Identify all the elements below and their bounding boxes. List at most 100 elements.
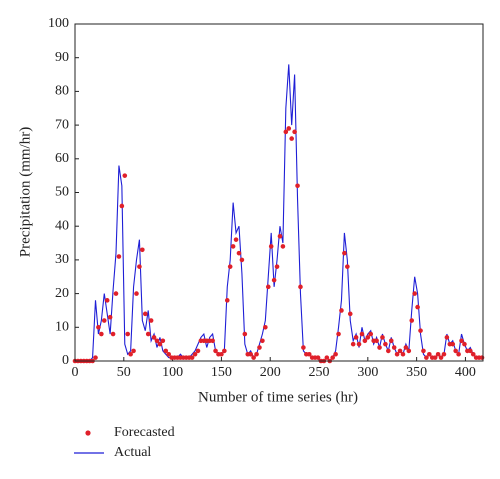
forecast-point	[280, 244, 286, 249]
forecast-point	[424, 355, 429, 360]
forecast-point	[257, 345, 262, 350]
forecast-point	[227, 264, 233, 269]
forecast-point	[263, 325, 268, 330]
x-tick-label: 250	[309, 365, 330, 380]
y-axis-title: Precipitation (mm/hr)	[17, 127, 33, 257]
forecast-point	[400, 351, 406, 357]
forecast-point	[148, 318, 154, 323]
forecast-point	[391, 345, 397, 350]
forecast-point	[248, 351, 253, 357]
forecast-point	[254, 351, 259, 357]
forecast-point	[347, 311, 353, 317]
y-tick-label: 60	[55, 151, 69, 166]
forecast-point	[383, 341, 388, 347]
forecast-point	[260, 338, 265, 344]
forecast-point	[453, 348, 458, 354]
forecast-point	[116, 254, 122, 259]
forecast-point	[462, 341, 467, 347]
forecast-point	[386, 348, 391, 354]
forecast-point	[140, 247, 145, 253]
x-tick-label: 50	[117, 365, 131, 380]
plot-frame	[74, 23, 484, 362]
forecast-point	[101, 318, 107, 323]
forecast-point	[268, 244, 274, 249]
forecast-point	[289, 136, 294, 141]
y-tick-label: 70	[55, 117, 69, 132]
forecast-point	[163, 348, 169, 354]
forecast-point	[119, 203, 125, 209]
forecast-point	[298, 284, 303, 290]
x-tick-label: 100	[162, 365, 183, 380]
forecast-point	[368, 331, 374, 337]
forecast-point	[242, 331, 248, 337]
y-tick-label: 30	[55, 252, 69, 267]
x-tick-label: 400	[455, 365, 476, 380]
forecast-point	[292, 129, 297, 135]
forecast-point	[145, 331, 151, 337]
forecast-point	[224, 298, 230, 303]
forecast-point	[350, 341, 356, 347]
forecast-point	[353, 335, 359, 340]
forecast-point	[160, 338, 166, 344]
forecast-point	[295, 183, 300, 189]
forecast-point	[421, 348, 426, 354]
forecast-point	[333, 351, 338, 357]
forecast-point	[96, 325, 101, 330]
forecast-point	[359, 331, 365, 337]
legend-label: Forecasted	[114, 425, 175, 440]
forecast-point	[362, 338, 368, 344]
y-tick-label: 20	[55, 286, 69, 301]
y-tick-label: 100	[48, 16, 69, 31]
forecast-point	[306, 351, 312, 357]
forecast-point	[236, 250, 242, 256]
forecast-point	[122, 173, 128, 178]
forecast-point	[157, 341, 163, 347]
forecast-point	[444, 335, 450, 340]
x-axis-title: Number of time series (hr)	[198, 389, 358, 405]
x-tick-label: 350	[406, 365, 427, 380]
forecast-point	[286, 126, 292, 131]
forecast-point	[104, 298, 110, 303]
legend-label: Actual	[114, 445, 151, 460]
y-tick-label: 10	[55, 320, 69, 335]
forecast-point	[239, 257, 245, 263]
forecast-point	[166, 351, 172, 357]
forecast-point	[113, 291, 119, 296]
y-tick-label: 90	[55, 50, 69, 65]
forecast-point	[412, 291, 417, 296]
x-tick-label: 200	[260, 365, 281, 380]
y-tick-label: 0	[62, 353, 69, 368]
forecast-point	[479, 355, 485, 360]
forecast-point	[374, 338, 379, 344]
forecast-point	[427, 351, 432, 357]
forecast-point	[128, 351, 133, 357]
actual-line	[75, 64, 483, 362]
forecast-point	[192, 351, 198, 357]
forecast-point	[301, 345, 306, 350]
forecast-point	[418, 328, 423, 333]
forecast-point	[189, 355, 195, 360]
forecast-point	[154, 338, 160, 344]
forecast-point	[470, 351, 476, 357]
forecast-point	[233, 237, 239, 242]
forecast-point	[142, 311, 148, 317]
forecast-point	[330, 355, 335, 360]
x-tick-label: 300	[357, 365, 378, 380]
forecast-point	[137, 264, 142, 269]
forecast-point	[274, 264, 280, 269]
forecast-point	[345, 264, 350, 269]
forecast-point	[356, 341, 362, 347]
legend-marker	[85, 430, 91, 436]
y-tick-label: 50	[55, 185, 69, 200]
forecast-point	[459, 338, 464, 344]
forecast-point	[324, 355, 330, 360]
forecast-point	[409, 318, 415, 323]
forecast-point	[406, 348, 412, 354]
forecast-point	[131, 348, 136, 354]
forecast-point	[125, 331, 131, 337]
forecast-point	[210, 338, 215, 344]
forecast-point	[110, 331, 116, 337]
forecast-point	[230, 244, 236, 249]
forecast-point	[432, 355, 438, 360]
forecast-point	[222, 348, 227, 354]
